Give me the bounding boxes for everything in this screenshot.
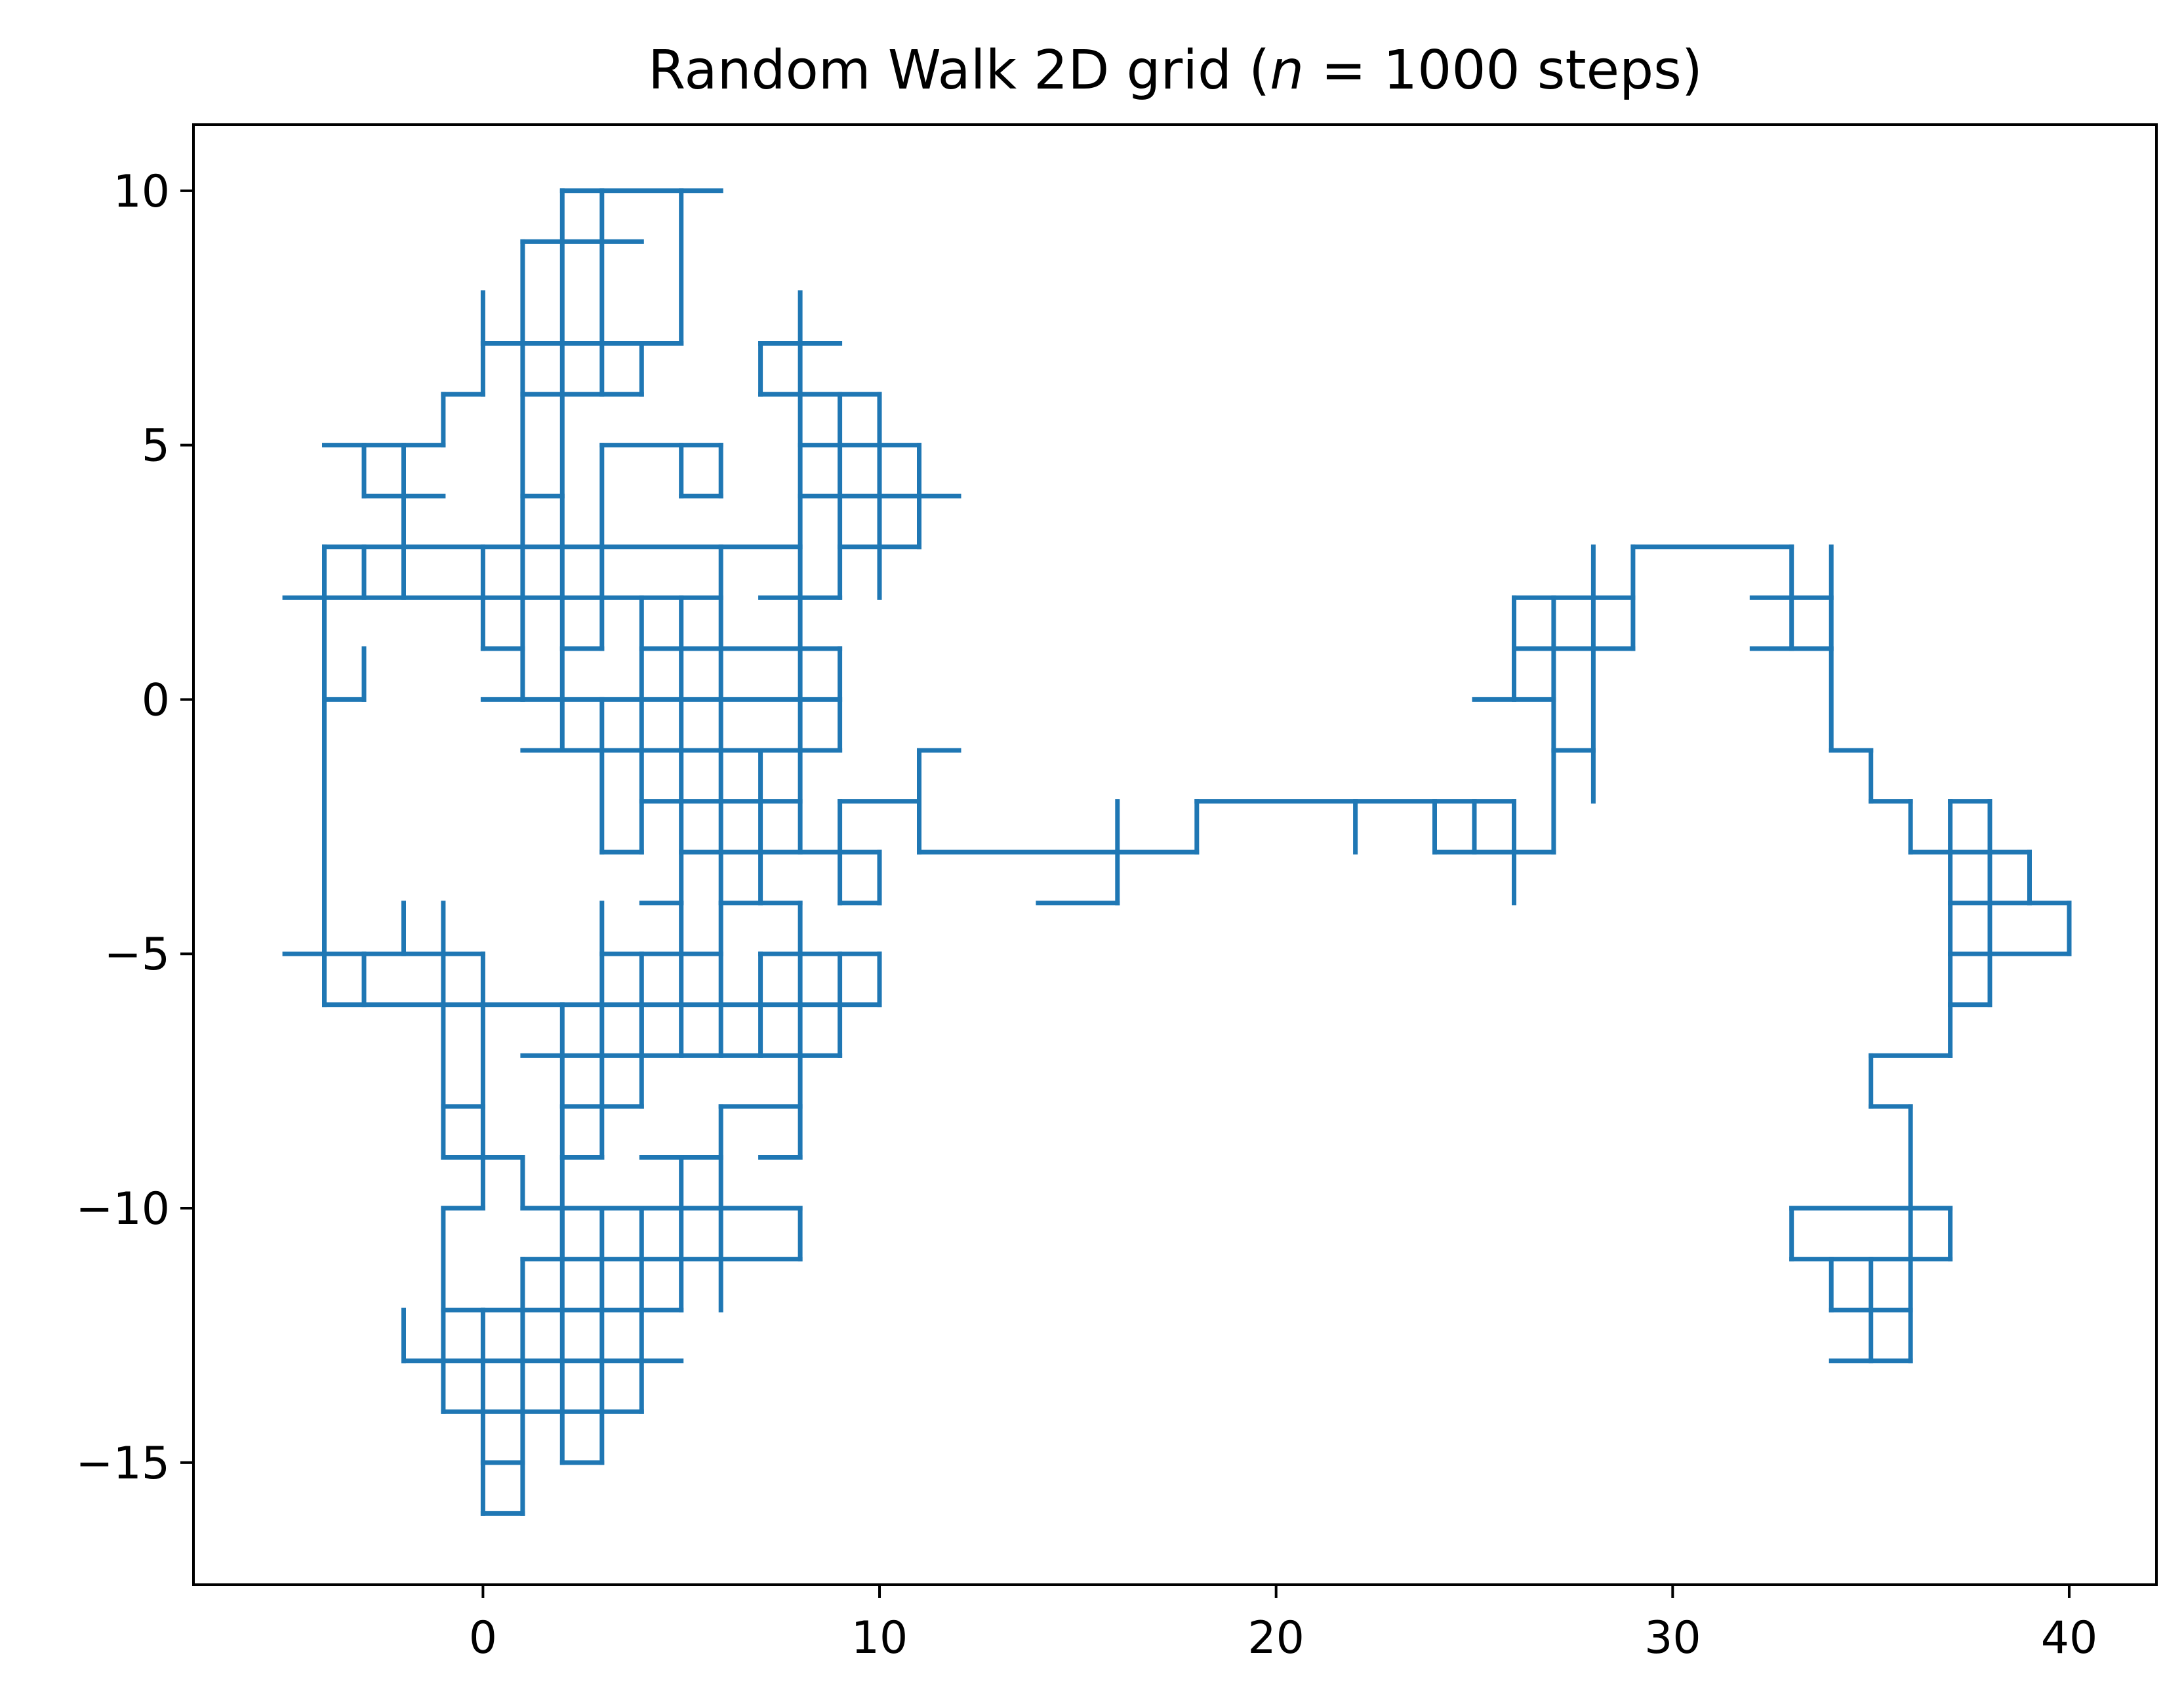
x-axis-ticks: 0 10 20 30 40: [469, 1585, 2097, 1664]
y-axis-ticks: 10 5 0 −5 −10 −15: [75, 166, 193, 1490]
x-tick-label: 40: [2041, 1612, 2098, 1664]
chart-title-suffix: = 1000 steps): [1304, 39, 1703, 102]
chart-title-prefix: Random Walk 2D grid (: [648, 39, 1270, 102]
y-tick-label: −15: [75, 1438, 170, 1490]
x-tick-label: 0: [469, 1612, 497, 1664]
y-tick-label: 10: [113, 166, 170, 218]
y-tick-label: −5: [104, 929, 170, 981]
walk-path: [282, 188, 2072, 1516]
x-tick-label: 10: [851, 1612, 908, 1664]
chart-title: Random Walk 2D grid (n = 1000 steps): [648, 39, 1703, 102]
x-tick-label: 20: [1247, 1612, 1304, 1664]
chart-title-variable: n: [1270, 39, 1304, 102]
plot-frame: [192, 123, 2158, 1586]
y-tick-label: −10: [75, 1183, 170, 1235]
y-tick-label: 5: [142, 420, 170, 472]
y-tick-label: 0: [142, 674, 170, 726]
x-tick-label: 30: [1644, 1612, 1701, 1664]
